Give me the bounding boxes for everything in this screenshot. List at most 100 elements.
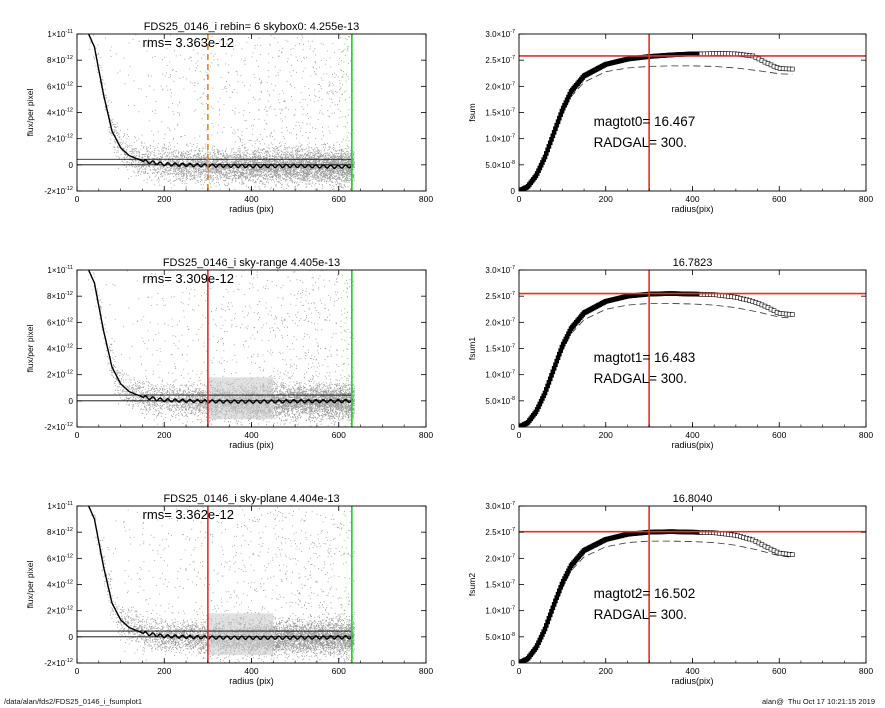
x-tick-label: 800	[859, 194, 873, 204]
y-axis-label: fsum1	[467, 337, 477, 360]
y-tick-label: 4×10-12	[47, 344, 73, 354]
rms-annotation: rms= 3.309e-12	[143, 271, 234, 286]
y-tick-label: 1.0×10-7	[485, 370, 515, 380]
dashed-growth-curve	[519, 303, 793, 427]
chart-title: 16.8040	[673, 493, 713, 505]
y-tick-label: 5.0×10-8	[485, 396, 515, 406]
rms-annotation: rms= 3.363e-12	[143, 35, 234, 50]
y-tick-label: 0	[511, 659, 516, 668]
plot-area	[519, 34, 866, 191]
y-tick-label: -2×10-12	[44, 186, 73, 196]
y-tick-label: 0	[511, 423, 516, 432]
plot-area	[519, 270, 866, 427]
x-axis-label: radius (pix)	[229, 204, 274, 214]
x-tick-label: 0	[75, 430, 80, 440]
plot-area	[77, 34, 355, 191]
x-tick-label: 600	[332, 666, 346, 676]
y-tick-label: 0	[69, 161, 74, 170]
profile-panel: 0 200 400 600 800-2×10-1202×10-124×10-126×10…	[25, 493, 433, 686]
x-tick-label: 800	[419, 194, 433, 204]
x-tick-label: 400	[244, 194, 258, 204]
magtot-annotation: magtot2= 16.502	[594, 586, 696, 601]
y-tick-label: 8×10-12	[47, 291, 73, 301]
y-tick-label: 6×10-12	[47, 81, 73, 91]
y-axis-label: flux/per pixel	[25, 561, 35, 609]
x-axis-label: radius(pix)	[671, 204, 713, 214]
x-tick-label: 0	[75, 194, 80, 204]
x-tick-label: 800	[419, 666, 433, 676]
y-tick-label: 3.0×10-7	[485, 265, 515, 275]
y-tick-label: 1×10-11	[47, 501, 73, 511]
y-tick-label: 5.0×10-8	[485, 160, 515, 170]
x-tick-label: 600	[772, 194, 786, 204]
radial-profile-curve	[87, 270, 354, 404]
growth-point	[789, 552, 795, 557]
x-tick-label: 400	[244, 666, 258, 676]
y-tick-label: 3.0×10-7	[485, 501, 515, 511]
y-tick-label: 2.5×10-7	[485, 291, 515, 301]
y-tick-label: 2.0×10-7	[485, 317, 515, 327]
x-tick-label: 200	[157, 666, 171, 676]
magtot-annotation: magtot0= 16.467	[594, 114, 696, 129]
y-tick-label: -2×10-12	[44, 422, 73, 432]
y-tick-label: 2×10-12	[47, 134, 73, 144]
y-axis-label: fsum2	[467, 573, 477, 596]
y-tick-label: 2.5×10-7	[485, 55, 515, 65]
y-tick-label: 2.5×10-7	[485, 527, 515, 537]
y-tick-label: 1×10-11	[47, 265, 73, 275]
x-tick-label: 600	[772, 430, 786, 440]
plot-area	[519, 506, 866, 663]
x-tick-label: 800	[859, 666, 873, 676]
x-tick-label: 200	[599, 666, 613, 676]
pixel-samples	[91, 506, 355, 663]
footer-user-timestamp: alan@ Thu Oct 17 10:21:15 2019	[762, 697, 875, 706]
x-tick-label: 600	[332, 194, 346, 204]
plot-area	[77, 270, 355, 427]
chart-title: FDS25_0146_i rebin= 6 skybox0: 4.255e-13	[144, 21, 360, 33]
x-tick-label: 0	[517, 430, 522, 440]
y-tick-label: 1×10-11	[47, 29, 73, 39]
x-axis-label: radius (pix)	[229, 440, 274, 450]
y-tick-label: 8×10-12	[47, 55, 73, 65]
x-tick-label: 800	[859, 430, 873, 440]
plot-area	[77, 506, 355, 663]
y-tick-label: 4×10-12	[47, 108, 73, 118]
magtot-annotation: magtot1= 16.483	[594, 350, 696, 365]
sky-range-band	[207, 377, 274, 420]
y-tick-label: 3.0×10-7	[485, 29, 515, 39]
growth-point	[789, 312, 795, 317]
x-axis-label: radius (pix)	[229, 676, 274, 686]
y-tick-label: 6×10-12	[47, 317, 73, 327]
growth-point	[789, 66, 795, 72]
y-tick-label: 1.5×10-7	[485, 344, 515, 354]
growth-curve-panel: 0 200 400 600 800 0 5.0×10-8 1.0×10-7 1.5×10-7 2.…	[467, 257, 873, 450]
growth-curve-panel: 0 200 400 600 800 0 5.0×10-8 1.0×10-7 1.5×10-7 2.…	[467, 29, 873, 214]
plot-frame	[518, 505, 867, 664]
x-axis-label: radius(pix)	[671, 440, 713, 450]
x-tick-label: 400	[685, 666, 699, 676]
y-tick-label: 4×10-12	[47, 580, 73, 590]
y-tick-label: 2.0×10-7	[485, 553, 515, 563]
y-tick-label: 1.0×10-7	[485, 134, 515, 144]
x-tick-label: 400	[244, 430, 258, 440]
y-tick-label: 5.0×10-8	[485, 632, 515, 642]
y-tick-label: -2×10-12	[44, 658, 73, 668]
y-axis-label: flux/per pixel	[25, 325, 35, 373]
x-tick-label: 200	[599, 194, 613, 204]
radial-profile-curve	[87, 34, 354, 170]
footer-file-path: /data/alan/fds2/FDS25_0146_i_fsumplot1	[4, 697, 143, 706]
radgal-annotation: RADGAL= 300.	[594, 371, 687, 386]
x-tick-label: 200	[599, 430, 613, 440]
x-tick-label: 800	[419, 430, 433, 440]
profile-panel: 0 200 400 600 800-2×10-1202×10-124×10-126×10…	[25, 21, 433, 214]
x-tick-label: 400	[685, 194, 699, 204]
x-tick-label: 0	[75, 666, 80, 676]
growth-curve-panel: 0 200 400 600 800 0 5.0×10-8 1.0×10-7 1.5×10-7 2.…	[467, 493, 873, 686]
y-tick-label: 0	[511, 187, 516, 196]
x-tick-label: 0	[517, 194, 522, 204]
rms-annotation: rms= 3.362e-12	[143, 507, 234, 522]
chart-title: FDS25_0146_i sky-plane 4.404e-13	[163, 493, 339, 505]
sky-range-band	[207, 613, 274, 656]
radial-profile-curve	[87, 506, 354, 641]
x-tick-label: 600	[332, 430, 346, 440]
